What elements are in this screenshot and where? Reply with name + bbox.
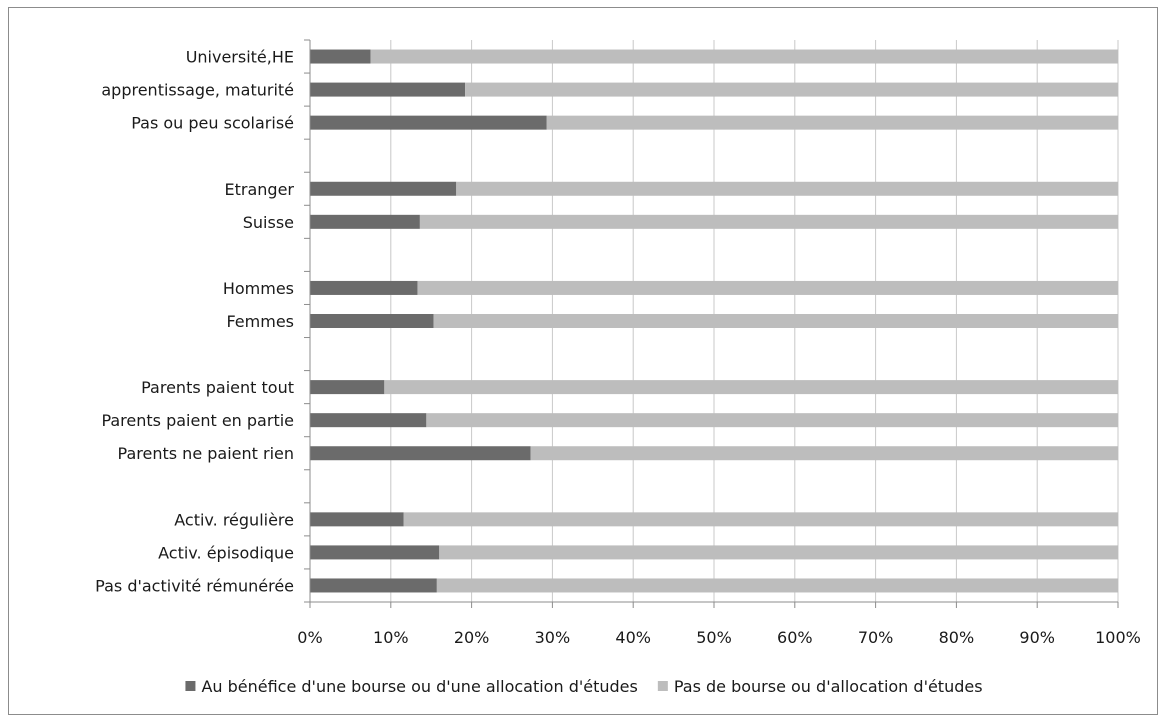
bar-bourse [310,314,434,328]
bar-sans-bourse [426,413,1118,428]
bar-bourse [310,115,547,130]
x-tick-label: 100% [1095,628,1141,647]
x-tick-label: 10% [373,628,409,647]
bar-sans-bourse [439,545,1118,560]
legend-swatch [657,681,668,691]
bar-sans-bourse [456,181,1118,196]
bar-sans-bourse [403,512,1118,527]
bar-sans-bourse [419,214,1118,229]
bar-bourse [310,446,531,461]
category-labels: Université,HE apprentissage, maturité Pas … [95,48,294,596]
bar-bourse [310,82,466,97]
category-label: Activ. épisodique [158,543,294,562]
bar-sans-bourse [465,82,1118,97]
legend-label: Au bénéfice d'une bourse ou d'une alloca… [201,677,637,696]
x-tick-label: 70% [858,628,894,647]
bar-bourse [310,413,427,428]
x-tick-label: 80% [939,628,975,647]
category-label: Université,HE [186,48,294,67]
bar-bourse [310,49,371,64]
bar-sans-bourse [384,380,1118,395]
bars [310,49,1119,593]
x-tick-labels: 0% 10% 20% 30% 40% 50% 60% 70% 80% 90% 100% [297,628,1141,647]
bar-bourse [310,578,437,593]
legend: Au bénéfice d'une bourse ou d'une alloca… [185,677,983,696]
category-label: Parents paient en partie [101,411,294,430]
bar-sans-bourse [417,280,1118,295]
bar-bourse [310,512,404,527]
category-label: Suisse [243,213,294,232]
stacked-bar-chart: Université,HE apprentissage, maturité Pas … [95,39,1141,696]
x-tick-label: 40% [615,628,651,647]
bar-sans-bourse [530,446,1118,461]
x-tick-label: 30% [535,628,571,647]
bar-bourse [310,545,440,560]
bar-sans-bourse [546,115,1118,130]
x-tick-label: 50% [696,628,732,647]
bar-bourse [310,380,385,395]
category-label: Femmes [226,312,294,331]
category-label: Activ. régulière [174,510,294,529]
axes [304,39,1119,608]
bar-bourse [310,214,420,229]
category-label: Pas d'activité rémunérée [95,576,294,595]
category-label: Parents paient tout [141,378,294,397]
category-label: apprentissage, maturité [101,81,294,100]
category-label: Etranger [225,180,295,199]
chart-frame: Université,HE apprentissage, maturité Pas … [8,7,1158,715]
x-tick-label: 90% [1019,628,1055,647]
x-tick-label: 0% [297,628,322,647]
x-tick-label: 60% [777,628,813,647]
category-label: Pas ou peu scolarisé [131,114,294,133]
bar-sans-bourse [436,578,1119,593]
bar-sans-bourse [370,49,1119,64]
category-label: Hommes [223,279,294,298]
x-tick-label: 20% [454,628,490,647]
legend-label: Pas de bourse ou d'allocation d'études [674,677,983,696]
legend-swatch [185,681,196,691]
category-label: Parents ne paient rien [118,444,294,463]
bar-bourse [310,181,457,196]
bar-bourse [310,280,418,295]
bar-sans-bourse [433,314,1118,328]
